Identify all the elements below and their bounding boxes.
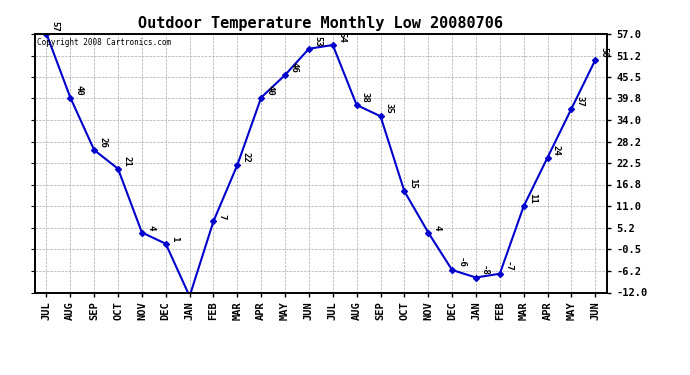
- Text: 35: 35: [384, 104, 394, 114]
- Text: 15: 15: [408, 178, 417, 189]
- Text: -7: -7: [504, 261, 513, 272]
- Text: 46: 46: [289, 62, 298, 73]
- Text: 54: 54: [337, 32, 346, 43]
- Text: 40: 40: [266, 85, 275, 95]
- Title: Outdoor Temperature Monthly Low 20080706: Outdoor Temperature Monthly Low 20080706: [139, 16, 503, 31]
- Text: 57: 57: [50, 21, 59, 32]
- Text: 22: 22: [241, 152, 250, 163]
- Text: 37: 37: [575, 96, 584, 106]
- Text: 50: 50: [600, 47, 609, 58]
- Text: 7: 7: [217, 214, 226, 219]
- Text: 38: 38: [361, 92, 370, 103]
- Text: 4: 4: [146, 225, 155, 230]
- Text: 4: 4: [433, 225, 442, 230]
- Text: -13: -13: [0, 374, 1, 375]
- Text: Copyright 2008 Cartronics.com: Copyright 2008 Cartronics.com: [37, 38, 172, 46]
- Text: 21: 21: [122, 156, 131, 166]
- Text: 1: 1: [170, 236, 179, 242]
- Text: 26: 26: [98, 137, 108, 148]
- Text: 53: 53: [313, 36, 322, 46]
- Text: -6: -6: [456, 257, 465, 268]
- Text: 40: 40: [75, 85, 83, 95]
- Text: -8: -8: [480, 265, 489, 275]
- Text: 24: 24: [552, 145, 561, 155]
- Text: 11: 11: [528, 194, 537, 204]
